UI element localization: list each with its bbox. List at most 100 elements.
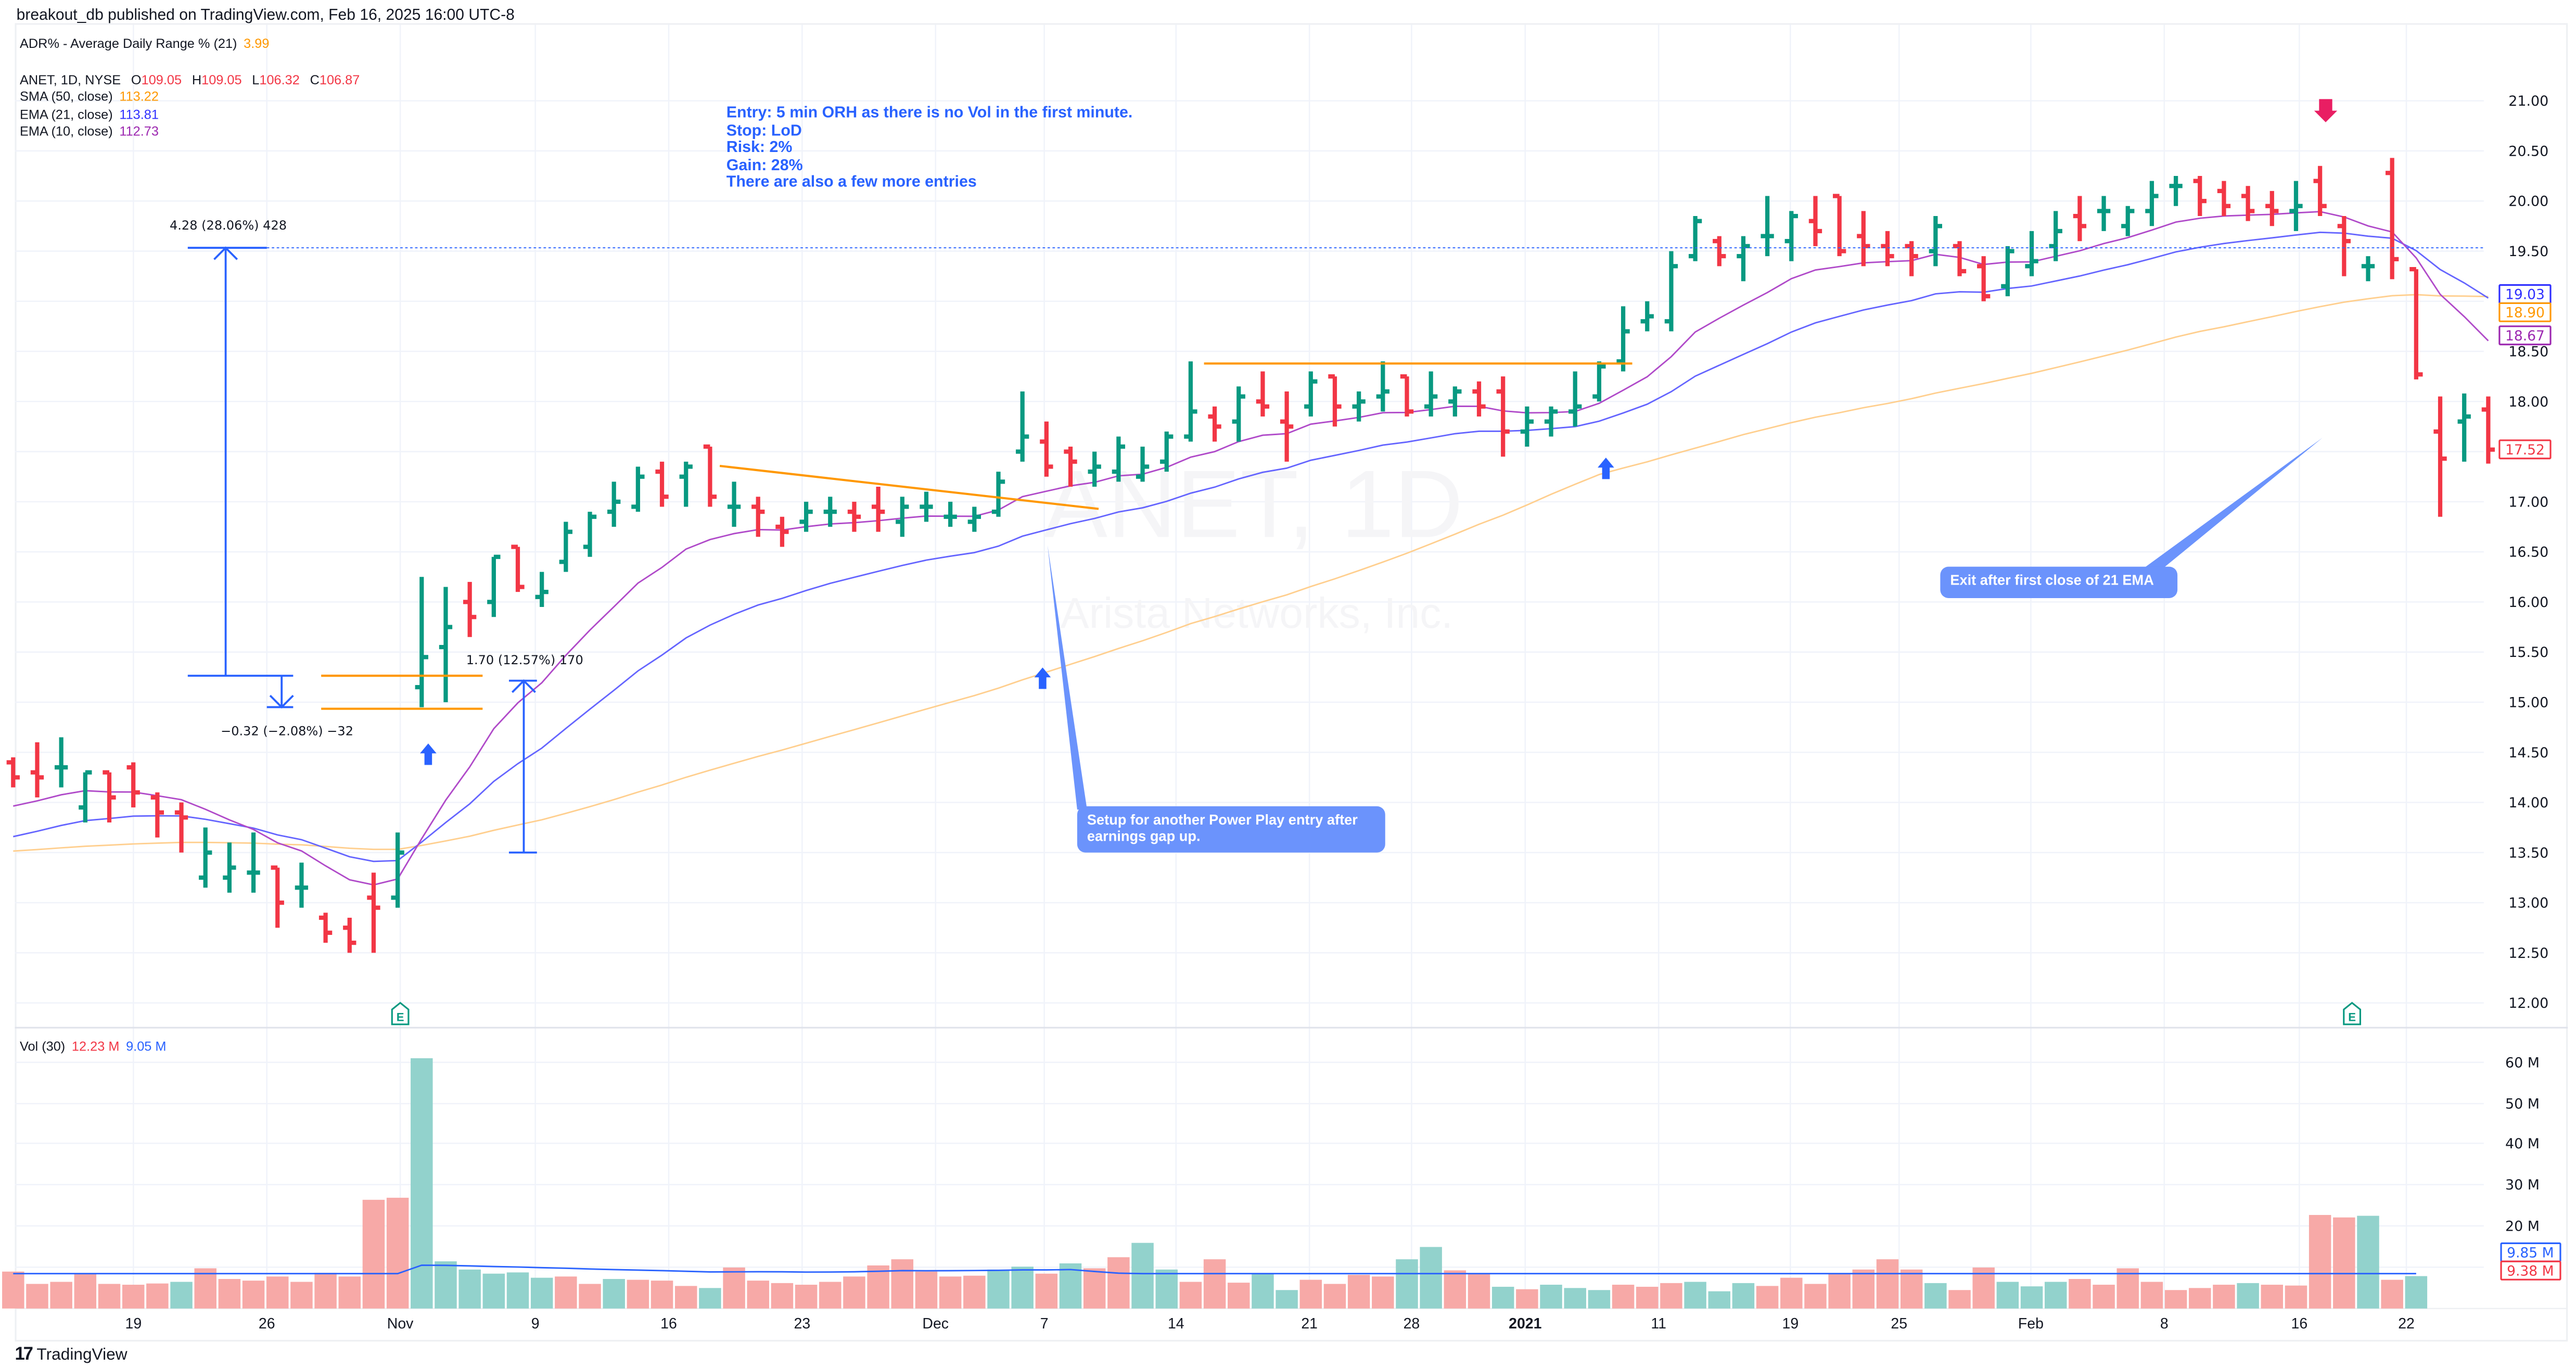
svg-text:13.50: 13.50 (2508, 845, 2548, 861)
ema21-label: EMA (21, close) (19, 107, 113, 122)
svg-text:20.50: 20.50 (2508, 143, 2548, 159)
svg-text:11: 11 (1651, 1315, 1666, 1332)
svg-text:9: 9 (531, 1315, 540, 1332)
svg-text:30 M: 30 M (2505, 1177, 2540, 1193)
sma50-price-tag: 18.90 (2498, 302, 2552, 322)
note-gain: Gain: 28% (726, 156, 803, 174)
svg-text:21.00: 21.00 (2508, 93, 2548, 109)
svg-text:20.00: 20.00 (2508, 194, 2548, 210)
sma50-label: SMA (50, close) (19, 89, 113, 104)
callout-exit-pointer (2141, 438, 2323, 570)
svg-text:19: 19 (125, 1315, 142, 1332)
symbol-legend[interactable]: ANET, 1D, NYSE O109.05 H109.05 L106.32 C… (20, 73, 366, 90)
svg-text:15.50: 15.50 (2508, 644, 2548, 661)
svg-text:22: 22 (2398, 1315, 2415, 1332)
symbol-watermark: ANET, 1D Arista Networks, Inc. (1044, 450, 1463, 637)
svg-text:ANET, 1D: ANET, 1D (1044, 450, 1463, 557)
tradingview-brand[interactable]: 17 TradingView (15, 1345, 127, 1365)
note-risk: Risk: 2% (726, 138, 793, 157)
svg-text:Dec: Dec (922, 1315, 949, 1332)
svg-text:Feb: Feb (2018, 1315, 2044, 1332)
svg-text:2021: 2021 (1509, 1315, 1541, 1332)
svg-text:E: E (2348, 1010, 2356, 1023)
volume-axis[interactable]: 60 M 50 M 40 M 30 M 20 M (2505, 1055, 2540, 1234)
svg-text:E: E (397, 1010, 404, 1023)
svg-text:14.50: 14.50 (2508, 745, 2548, 761)
svg-text:8: 8 (2160, 1315, 2169, 1332)
svg-text:Arista Networks, Inc.: Arista Networks, Inc. (1061, 589, 1453, 637)
adr-value: 3.99 (244, 36, 270, 52)
note-entry: Entry: 5 min ORH as there is no Vol in t… (726, 104, 1133, 122)
svg-text:18.50: 18.50 (2508, 344, 2548, 360)
svg-text:26: 26 (259, 1315, 275, 1332)
entry-arrow-icon (1034, 667, 1051, 689)
svg-text:Nov: Nov (387, 1315, 414, 1332)
grid (15, 24, 2568, 1309)
svg-text:14.00: 14.00 (2508, 795, 2548, 811)
tradingview-wordmark: TradingView (36, 1346, 127, 1364)
volume-value: 12.23 M (71, 1039, 120, 1054)
svg-text:25: 25 (1891, 1315, 1907, 1332)
svg-text:16: 16 (2291, 1315, 2308, 1332)
chart-frame (15, 23, 2568, 1342)
date-axis[interactable]: 19 26 Nov 9 16 23 Dec 7 14 21 28 2021 11 19 25 Feb 8 16 22 (125, 1315, 2415, 1332)
symbol-label: ANET, 1D, NYSE (19, 72, 121, 88)
note-stop: Stop: LoD (726, 121, 802, 140)
volume-tag: 9.38 M (2500, 1260, 2561, 1281)
svg-text:16.50: 16.50 (2508, 544, 2548, 561)
volume-label: Vol (30) (19, 1039, 66, 1054)
entry-arrow-icon (1598, 458, 1614, 479)
adr-legend[interactable]: ADR% - Average Daily Range % (21) 3.99 (20, 36, 276, 53)
svg-text:16: 16 (660, 1315, 677, 1332)
ema10-legend[interactable]: EMA (10, close) 112.73 (20, 124, 165, 141)
callout-setup-pointer (1047, 545, 1087, 810)
svg-text:13.00: 13.00 (2508, 895, 2548, 911)
ema10-price-tag: 18.67 (2498, 325, 2552, 346)
measure-risk-label: −0.32 (−2.08%) −32 (221, 724, 354, 739)
sma50-legend[interactable]: SMA (50, close) 113.22 (20, 89, 165, 106)
svg-text:23: 23 (794, 1315, 811, 1332)
trade-plan-note[interactable]: Entry: 5 min ORH as there is no Vol in t… (726, 104, 1133, 193)
ohlc-bars (6, 158, 2495, 953)
ohlc-close: C106.87 (310, 72, 360, 88)
volume-legend[interactable]: Vol (30) 12.23 M 9.05 M (20, 1039, 173, 1056)
entry-arrow-icon (420, 743, 437, 765)
ema21-legend[interactable]: EMA (21, close) 113.81 (20, 107, 165, 124)
svg-text:20 M: 20 M (2505, 1219, 2540, 1235)
exit-arrow-icon (2314, 99, 2338, 122)
svg-text:19.50: 19.50 (2508, 244, 2548, 260)
volume-ma-line (13, 1264, 2416, 1275)
ema10-line (13, 211, 2489, 886)
svg-text:17.00: 17.00 (2508, 494, 2548, 510)
ohlc-low: L106.32 (252, 72, 300, 88)
svg-text:19: 19 (1782, 1315, 1799, 1332)
earnings-icon[interactable]: E (2343, 1002, 2362, 1025)
sma50-value: 113.22 (119, 89, 159, 104)
svg-text:7: 7 (1040, 1315, 1049, 1332)
svg-text:18.00: 18.00 (2508, 394, 2548, 410)
svg-text:28: 28 (1404, 1315, 1420, 1332)
volume-ma-tag: 9.85 M (2500, 1242, 2561, 1262)
svg-text:21: 21 (1301, 1315, 1318, 1332)
svg-text:60 M: 60 M (2505, 1055, 2540, 1071)
svg-text:50 M: 50 M (2505, 1096, 2540, 1112)
earnings-icon[interactable]: E (391, 1002, 410, 1025)
svg-text:40 M: 40 M (2505, 1136, 2540, 1152)
ohlc-open: O109.05 (131, 72, 182, 88)
adr-label: ADR% - Average Daily Range % (21) (19, 36, 237, 52)
last-price-tag: 17.52 (2498, 439, 2552, 460)
ohlc-high: H109.05 (192, 72, 242, 88)
sma50-line (13, 294, 2489, 852)
callout-setup[interactable]: Setup for another Power Play entry after… (1077, 806, 1385, 853)
ema21-line (13, 231, 2489, 863)
ema10-label: EMA (10, close) (19, 124, 113, 139)
ema10-value: 112.73 (119, 124, 159, 139)
svg-text:12.50: 12.50 (2508, 945, 2548, 961)
callout-exit[interactable]: Exit after first close of 21 EMA (1940, 566, 2178, 598)
note-more-entries: There are also a few more entries (726, 173, 977, 192)
price-axis[interactable]: 21.0020.5020.0019.5019.0018.5018.0017.50… (2508, 93, 2548, 1011)
tradingview-logo-icon: 17 (15, 1345, 33, 1365)
ema21-price-tag: 19.03 (2498, 284, 2552, 304)
